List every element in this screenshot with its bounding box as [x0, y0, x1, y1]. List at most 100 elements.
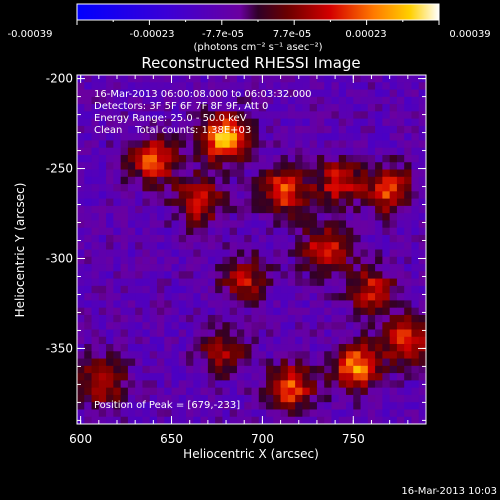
- heatmap-cell: [127, 227, 136, 236]
- heatmap-cell: [215, 394, 223, 403]
- heatmap-cell: [411, 293, 420, 301]
- heatmap-cell: [84, 336, 92, 345]
- heatmap-cell: [127, 285, 136, 294]
- heatmap-cell: [346, 373, 354, 381]
- heatmap-cell: [244, 82, 252, 90]
- heatmap-cell: [127, 416, 136, 424]
- heatmap-cell: [389, 409, 398, 418]
- heatmap-cell: [324, 125, 332, 134]
- heatmap-cell: [266, 264, 274, 272]
- heatmap-cell: [258, 242, 267, 250]
- heatmap-cell: [287, 358, 296, 367]
- heatmap-cell: [135, 133, 143, 141]
- heatmap-cell: [149, 242, 158, 250]
- heatmap-cell: [200, 394, 209, 403]
- heatmap-cell: [353, 402, 361, 410]
- heatmap-cell: [316, 344, 325, 352]
- heatmap-cell: [287, 271, 296, 279]
- heatmap-cell: [171, 242, 180, 250]
- heatmap-cell: [84, 344, 92, 352]
- heatmap-cell: [360, 89, 369, 98]
- heatmap-cell: [244, 125, 252, 134]
- heatmap-cell: [389, 249, 398, 258]
- heatmap-cell: [338, 162, 347, 170]
- heatmap-cell: [164, 402, 172, 410]
- heatmap-cell: [236, 213, 245, 221]
- heatmap-cell: [295, 234, 303, 243]
- heatmap-cell: [287, 227, 296, 236]
- heatmap-cell: [346, 271, 354, 279]
- heatmap-cell: [200, 96, 209, 105]
- heatmap-cell: [302, 147, 311, 156]
- heatmap-cell: [84, 118, 92, 127]
- heatmap-cell: [120, 271, 129, 279]
- heatmap-cell: [236, 162, 245, 170]
- heatmap-cell: [156, 96, 165, 105]
- heatmap-cell: [178, 191, 187, 199]
- heatmap-cell: [324, 278, 332, 287]
- heatmap-cell: [273, 96, 281, 105]
- heatmap-cell: [353, 329, 361, 338]
- heatmap-cell: [222, 118, 231, 127]
- heatmap-cell: [324, 89, 332, 98]
- heatmap-cell: [258, 402, 267, 410]
- heatmap-cell: [331, 154, 340, 163]
- heatmap-cell: [382, 162, 391, 170]
- heatmap-cell: [353, 285, 361, 294]
- heatmap-cell: [396, 140, 405, 149]
- heatmap-cell: [338, 402, 347, 410]
- heatmap-cell: [367, 256, 376, 265]
- heatmap-cell: [127, 409, 136, 418]
- heatmap-cell: [375, 358, 383, 367]
- heatmap-cell: [287, 249, 296, 258]
- heatmap-cell: [142, 169, 151, 178]
- heatmap-cell: [91, 104, 100, 112]
- heatmap-cell: [193, 329, 201, 338]
- heatmap-cell: [258, 140, 267, 149]
- heatmap-cell: [404, 285, 412, 294]
- heatmap-cell: [113, 104, 122, 112]
- heatmap-cell: [91, 125, 100, 134]
- heatmap-cell: [295, 198, 303, 207]
- heatmap-cell: [302, 365, 311, 374]
- heatmap-cell: [338, 242, 347, 250]
- heatmap-cell: [200, 256, 209, 265]
- heatmap-cell: [346, 351, 354, 359]
- heatmap-cell: [404, 264, 412, 272]
- heatmap-cell: [106, 256, 114, 265]
- heatmap-cell: [353, 307, 361, 316]
- heatmap-cell: [77, 242, 85, 250]
- heatmap-cell: [324, 140, 332, 149]
- heatmap-cell: [309, 293, 318, 301]
- heatmap-cell: [273, 351, 281, 359]
- heatmap-cell: [200, 416, 209, 424]
- heatmap-cell: [346, 176, 354, 185]
- heatmap-cell: [389, 329, 398, 338]
- heatmap-cell: [178, 227, 187, 236]
- heatmap-cell: [193, 220, 201, 229]
- heatmap-cell: [309, 96, 318, 105]
- heatmap-cell: [84, 213, 92, 221]
- heatmap-cell: [251, 198, 260, 207]
- heatmap-cell: [164, 154, 172, 163]
- heatmap-cell: [149, 387, 158, 396]
- heatmap-cell: [360, 118, 369, 127]
- heatmap-cell: [309, 358, 318, 367]
- heatmap-cell: [98, 278, 107, 287]
- heatmap-cell: [77, 394, 85, 403]
- heatmap-cell: [316, 402, 325, 410]
- heatmap-cell: [120, 285, 129, 294]
- heatmap-cell: [316, 264, 325, 272]
- heatmap-cell: [113, 373, 122, 381]
- heatmap-cell: [200, 176, 209, 185]
- heatmap-cell: [367, 220, 376, 229]
- heatmap-cell: [251, 82, 260, 90]
- heatmap-cell: [411, 176, 420, 185]
- heatmap-cell: [113, 234, 122, 243]
- heatmap-cell: [171, 133, 180, 141]
- heatmap-cell: [229, 293, 238, 301]
- heatmap-cell: [149, 351, 158, 359]
- heatmap-cell: [404, 314, 412, 323]
- heatmap-cell: [404, 140, 412, 149]
- heatmap-cell: [258, 293, 267, 301]
